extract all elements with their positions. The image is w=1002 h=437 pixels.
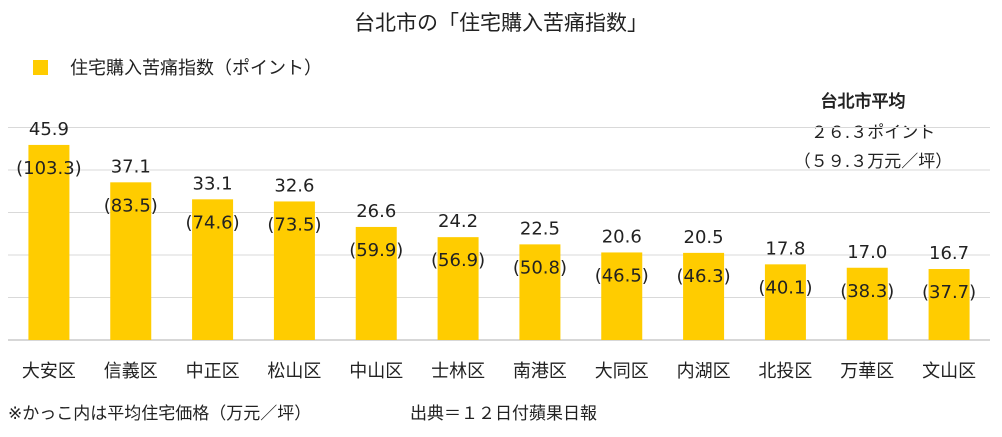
value-label: 37.1 (111, 156, 151, 177)
chart-title: 台北市の「住宅購入苦痛指数」 (354, 11, 648, 35)
x-tick-label: 南港区 (513, 361, 567, 382)
x-tick-label: 万華区 (840, 361, 894, 382)
x-tick-label: 大同区 (595, 361, 649, 382)
bar (437, 237, 479, 340)
average-points: ２６.３ポイント (811, 123, 935, 143)
price-label: (46.5) (595, 265, 649, 286)
price-label: (37.7) (922, 282, 976, 303)
price-label: (46.3) (677, 266, 731, 287)
label-layer: 45.9 (103.3) 大安区 37.1 (83.5) 信義区 33.1 (74.6) 中正区… (16, 119, 976, 382)
price-label: (38.3) (840, 281, 894, 302)
average-annotation: 台北市平均 ２６.３ポイント （５９.３万元／坪） (794, 91, 952, 172)
x-tick-label: 士林区 (431, 361, 485, 382)
bar (928, 269, 970, 340)
value-label: 20.6 (602, 226, 642, 247)
price-label: (56.9) (431, 250, 485, 271)
value-label: 33.1 (193, 173, 233, 194)
bar-layer (28, 144, 970, 340)
grid-layer (8, 127, 990, 341)
bar (28, 144, 70, 340)
value-label: 24.2 (438, 211, 478, 232)
value-label: 45.9 (29, 119, 69, 140)
x-tick-label: 中正区 (186, 361, 240, 382)
x-tick-label: 大安区 (22, 361, 76, 382)
value-label: 17.8 (765, 238, 805, 259)
price-label: (103.3) (16, 158, 82, 179)
price-label: (40.1) (758, 277, 812, 298)
x-tick-label: 内湖区 (677, 361, 731, 382)
price-label: (83.5) (104, 195, 158, 216)
value-label: 22.5 (520, 218, 560, 239)
x-tick-label: 文山区 (922, 361, 976, 382)
legend: 住宅購入苦痛指数（ポイント） (33, 58, 322, 79)
bar (110, 182, 152, 340)
bar (519, 244, 561, 340)
legend-swatch (33, 60, 48, 75)
x-tick-label: 信義区 (104, 361, 158, 382)
bar (273, 201, 315, 340)
bar (601, 252, 643, 340)
footnote-price-note: ※かっこ内は平均住宅価格（万元／坪） (8, 404, 311, 424)
value-label: 17.0 (847, 242, 887, 263)
value-label: 20.5 (684, 227, 724, 248)
bar (355, 226, 397, 340)
bar (846, 267, 888, 340)
x-tick-label: 中山区 (349, 361, 403, 382)
price-label: (74.6) (186, 212, 240, 233)
x-tick-label: 北投区 (758, 361, 812, 382)
price-label: (59.9) (349, 240, 403, 261)
value-label: 16.7 (929, 243, 969, 264)
price-label: (73.5) (267, 214, 321, 235)
x-tick-label: 松山区 (267, 361, 321, 382)
bar (192, 199, 234, 340)
average-price: （５９.３万元／坪） (794, 152, 952, 172)
price-label: (50.8) (513, 257, 567, 278)
bar (683, 252, 725, 340)
legend-label: 住宅購入苦痛指数（ポイント） (70, 58, 322, 79)
bar (764, 264, 806, 340)
value-label: 26.6 (356, 201, 396, 222)
average-title: 台北市平均 (821, 91, 906, 112)
footnote-source: 出典＝１２日付蘋果日報 (410, 404, 597, 424)
value-label: 32.6 (274, 175, 314, 196)
